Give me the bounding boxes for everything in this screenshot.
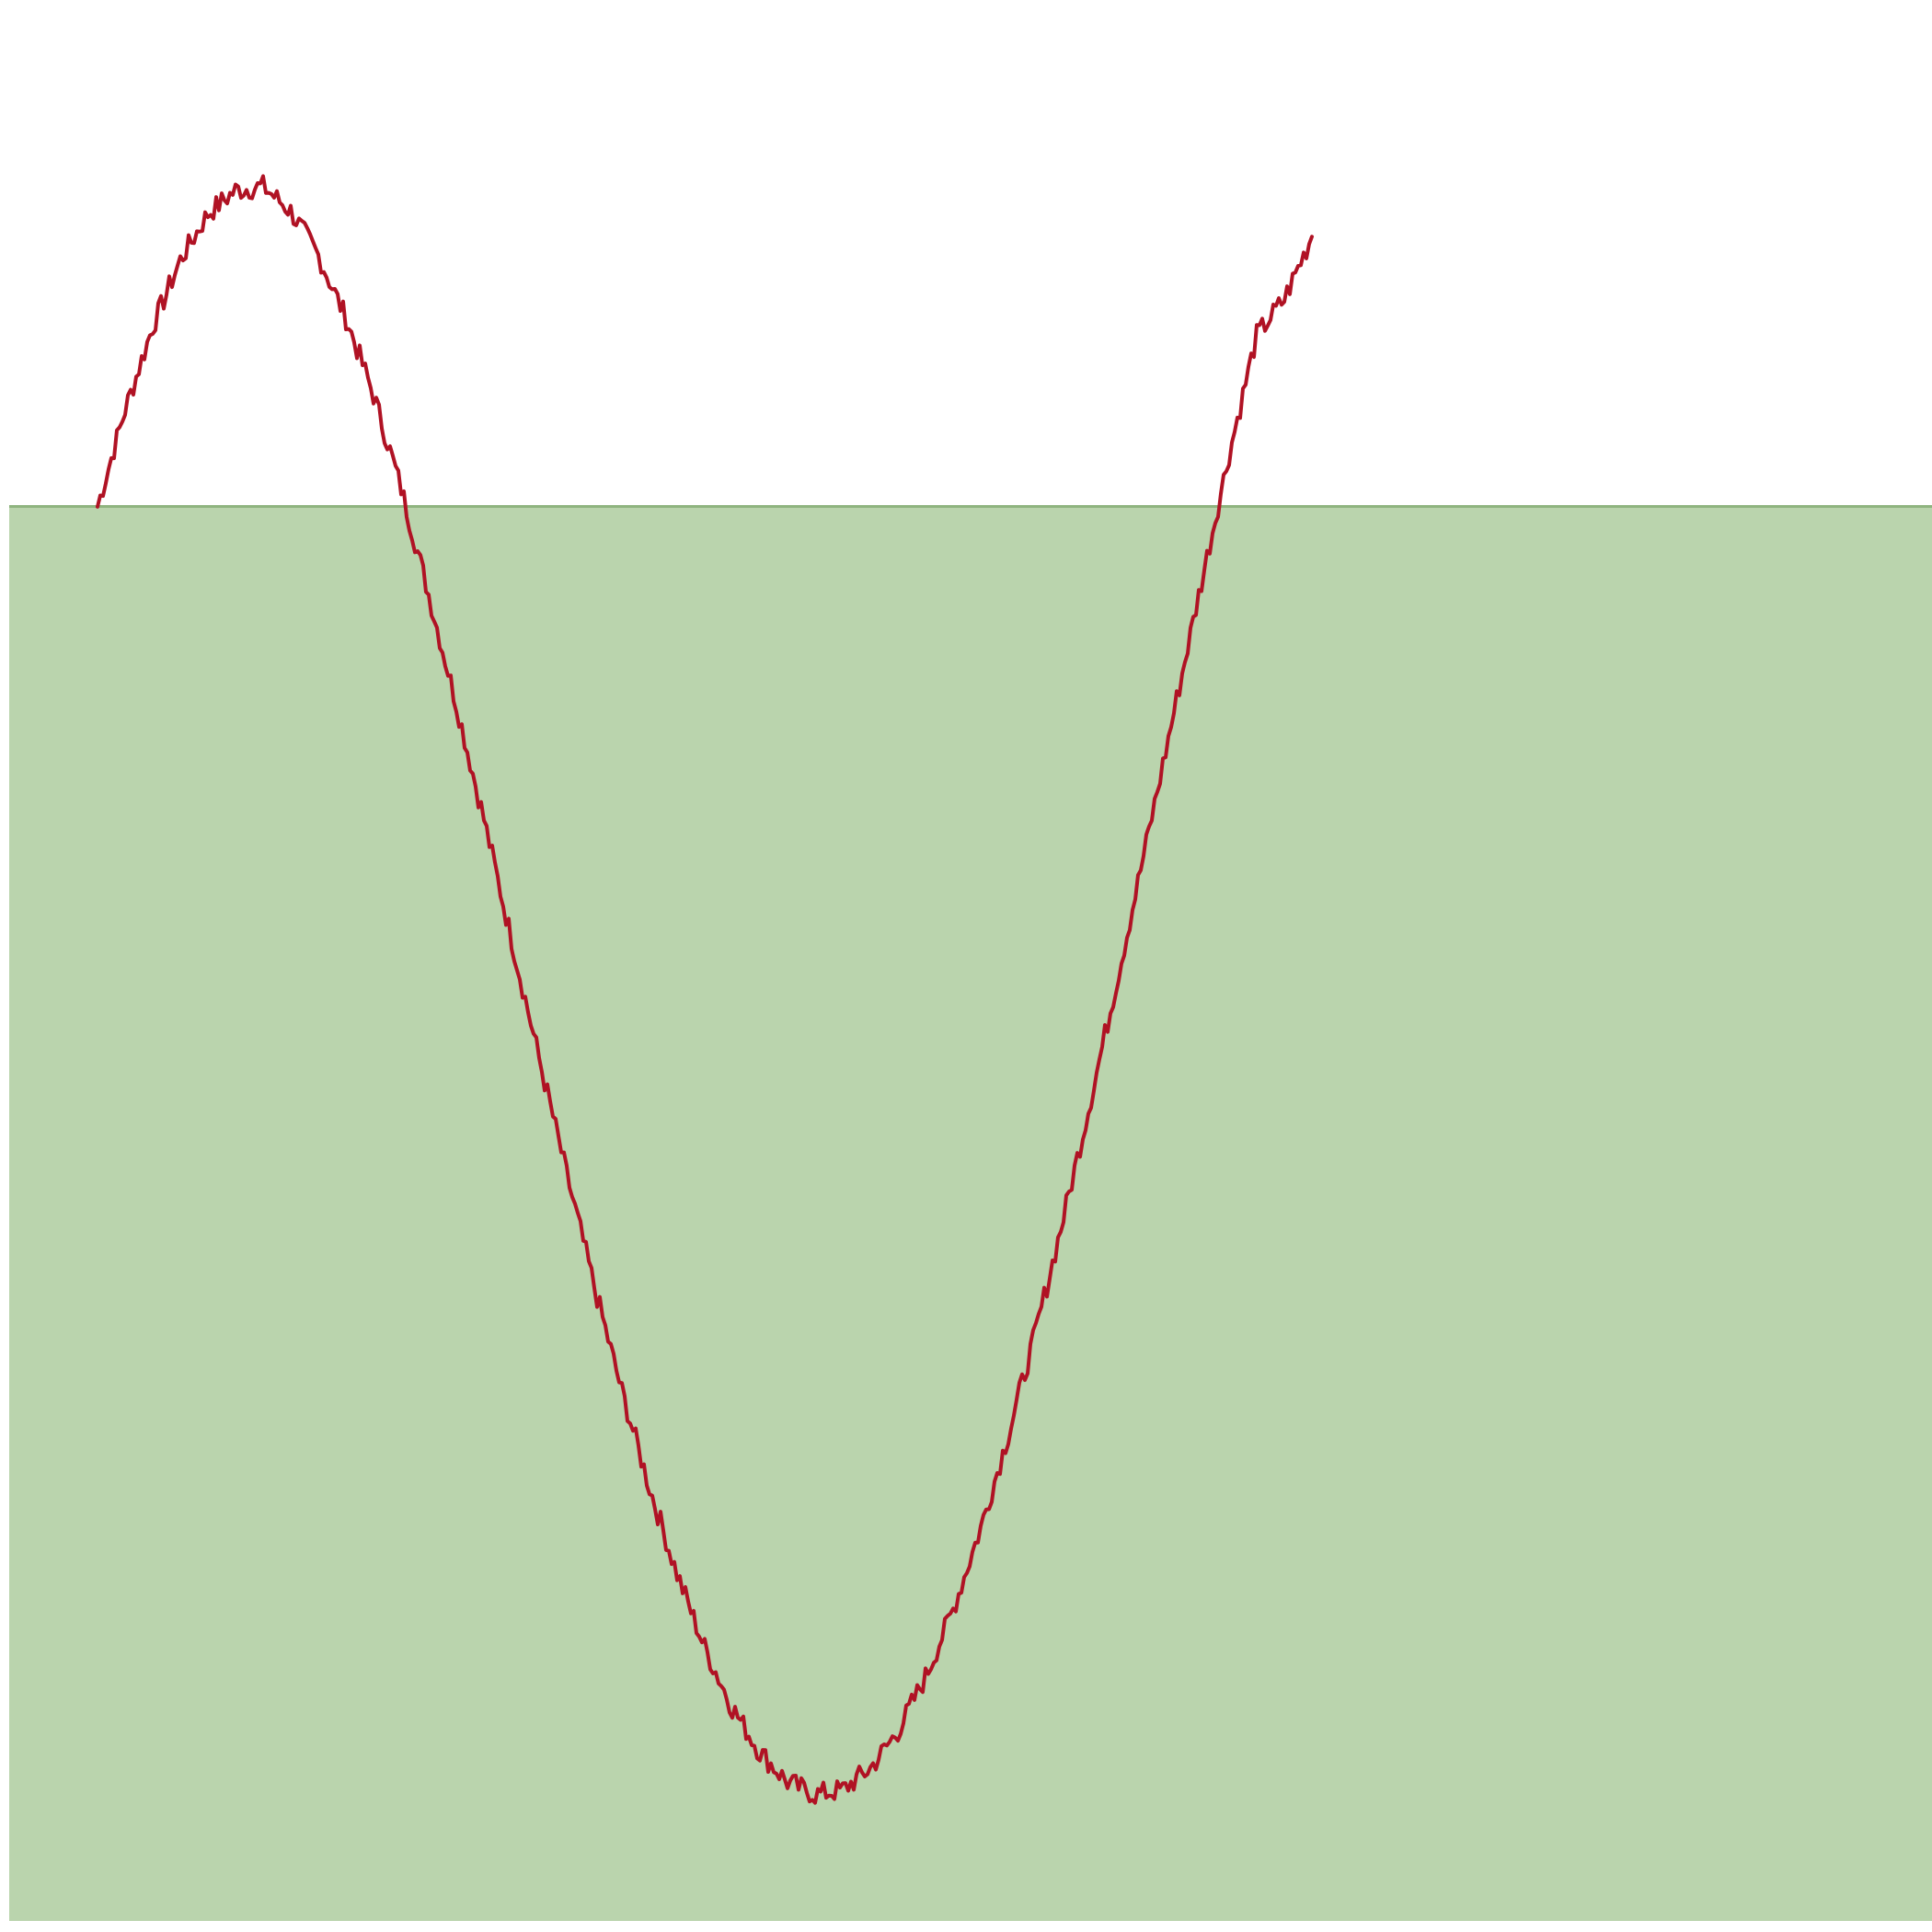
data-point bbox=[261, 185, 265, 189]
series-line bbox=[96, 174, 1314, 1805]
data-point bbox=[868, 1766, 872, 1770]
data-point bbox=[592, 1285, 596, 1289]
data-point bbox=[924, 1675, 927, 1679]
below-baseline-area bbox=[9, 506, 1932, 1921]
data-point bbox=[178, 259, 182, 262]
data-point bbox=[372, 393, 375, 397]
data-point bbox=[1144, 842, 1148, 845]
data-point bbox=[96, 505, 99, 509]
data-point bbox=[841, 1788, 845, 1792]
data-point bbox=[951, 1607, 955, 1611]
data-point bbox=[151, 325, 155, 328]
data-point bbox=[344, 316, 348, 320]
data-point bbox=[1282, 297, 1286, 301]
data-point bbox=[620, 1390, 624, 1394]
data-point bbox=[1255, 334, 1259, 338]
data-point bbox=[813, 1793, 817, 1797]
data-point bbox=[758, 1750, 762, 1754]
data-point bbox=[537, 1057, 541, 1061]
data-point bbox=[648, 1486, 651, 1489]
data-point bbox=[675, 1572, 679, 1576]
data-point bbox=[1200, 581, 1203, 584]
data-point bbox=[454, 702, 458, 706]
data-point bbox=[206, 212, 210, 215]
data-point bbox=[123, 408, 127, 412]
data-point bbox=[316, 254, 320, 258]
data-point bbox=[1006, 1432, 1010, 1436]
data-point bbox=[703, 1646, 707, 1650]
data-point bbox=[1089, 1096, 1093, 1099]
data-point bbox=[979, 1526, 983, 1530]
data-point bbox=[289, 210, 293, 213]
data-point bbox=[399, 487, 403, 490]
data-point bbox=[1172, 710, 1176, 714]
data-point bbox=[896, 1730, 900, 1733]
data-point bbox=[1062, 1216, 1065, 1220]
data-point bbox=[482, 818, 486, 822]
data-point bbox=[565, 1173, 569, 1177]
data-point bbox=[234, 189, 237, 192]
data-point bbox=[427, 592, 431, 596]
data-point bbox=[786, 1780, 789, 1784]
data-point bbox=[1310, 235, 1314, 238]
data-point bbox=[1117, 971, 1121, 974]
data-point bbox=[1034, 1329, 1038, 1333]
data-point bbox=[1227, 453, 1231, 456]
data-point bbox=[510, 937, 513, 941]
data-point bbox=[730, 1706, 734, 1709]
